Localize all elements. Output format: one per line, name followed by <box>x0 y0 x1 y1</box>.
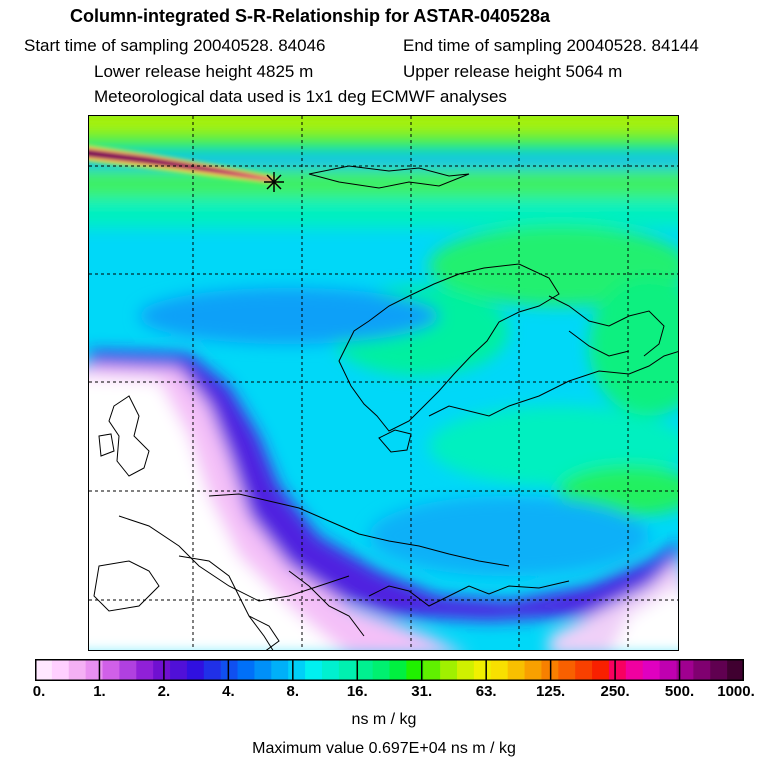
scale-swatch <box>220 659 239 681</box>
scale-swatch <box>693 659 711 681</box>
scale-swatch <box>676 659 694 681</box>
scale-swatch <box>727 659 744 681</box>
scale-border <box>35 659 744 681</box>
scale-swatch <box>558 659 576 681</box>
scale-swatch <box>507 659 526 681</box>
scale-tick-label: 31. <box>411 683 433 700</box>
scale-swatch <box>203 659 222 681</box>
scale-swatch <box>406 659 424 681</box>
scale-swatch <box>710 659 728 681</box>
scale-swatch <box>608 659 627 681</box>
scale-swatch <box>440 659 458 681</box>
scale-tick-label: 0. <box>32 683 46 700</box>
lower-height-label: Lower release height 4825 m <box>94 62 314 81</box>
scale-swatch <box>642 659 661 681</box>
page-title: Column-integrated S-R-Relationship for A… <box>70 6 551 26</box>
scale-swatch <box>85 659 104 681</box>
scale-swatch <box>51 659 70 681</box>
met-data-label: Meteorological data used is 1x1 deg ECMW… <box>94 87 507 106</box>
scale-swatch <box>305 659 323 681</box>
release-star-marker <box>264 172 284 192</box>
scale-swatch <box>35 659 53 681</box>
max-value-label: Maximum value 0.697E+04 ns m / kg <box>252 740 516 757</box>
scale-swatch <box>575 659 593 681</box>
start-time-label: Start time of sampling 20040528. 84046 <box>24 36 326 55</box>
scale-tick-label: 4. <box>222 683 235 700</box>
scale-swatch <box>524 659 543 681</box>
scale-tick-label: 250. <box>600 683 630 700</box>
scale-swatch <box>321 659 340 681</box>
scale-swatch <box>389 659 407 681</box>
scale-swatch <box>372 659 391 681</box>
scale-tick-label: 8. <box>286 683 300 700</box>
sensitivity-map[interactable] <box>88 115 679 651</box>
lat-lon-grid <box>89 116 678 650</box>
concentration-field <box>89 116 678 650</box>
scale-swatch <box>68 659 87 681</box>
scale-swatch <box>102 659 120 681</box>
scale-tick-label: 2. <box>157 683 171 700</box>
plume-streak <box>89 145 277 184</box>
scale-swatch <box>237 659 256 681</box>
scale-swatch <box>625 659 644 681</box>
scale-swatch <box>136 659 154 681</box>
scale-swatch <box>457 659 475 681</box>
scale-tick-label: 63. <box>475 683 497 700</box>
units-label: ns m / kg <box>351 711 417 728</box>
scale-swatch <box>170 659 188 681</box>
scale-swatch <box>153 659 171 681</box>
scale-swatch <box>288 659 306 681</box>
scale-swatch <box>186 659 205 681</box>
scale-swatch <box>592 659 610 681</box>
scale-swatch <box>659 659 678 681</box>
scale-swatch <box>119 659 137 681</box>
scale-swatch <box>254 659 272 681</box>
scale-swatch <box>338 659 357 681</box>
scale-tick-label: 1. <box>93 683 106 700</box>
scale-swatch <box>271 659 289 681</box>
upper-height-label: Upper release height 5064 m <box>403 62 623 81</box>
scale-tick-label: 16. <box>346 683 368 700</box>
scale-swatch <box>473 659 492 681</box>
end-time-label: End time of sampling 20040528. 84144 <box>403 36 699 55</box>
coastlines <box>93 165 678 650</box>
map-canvas <box>89 116 678 650</box>
scale-swatch <box>490 659 509 681</box>
scale-swatch <box>423 659 441 681</box>
scale-swatch <box>355 659 374 681</box>
scale-tick-label: 1000. <box>717 683 755 700</box>
color-scale-bar <box>35 659 744 681</box>
scale-tick-label: 125. <box>536 683 566 700</box>
scale-tick-label: 500. <box>664 683 695 700</box>
